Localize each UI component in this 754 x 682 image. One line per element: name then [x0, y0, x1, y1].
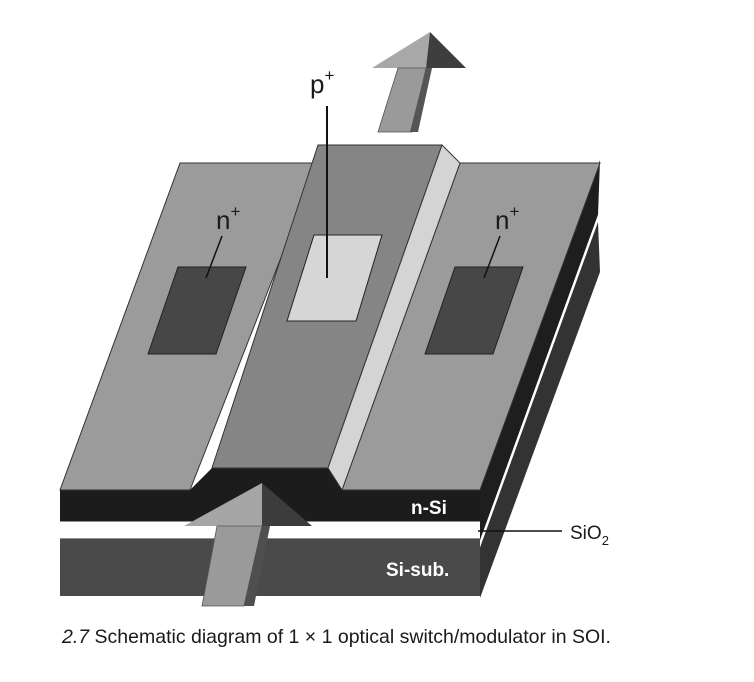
caption-text: Schematic diagram of 1 × 1 optical switc…	[94, 626, 611, 648]
n-contact-pad-right	[424, 266, 524, 355]
si-substrate-layer	[60, 539, 480, 596]
right-side-face	[478, 160, 600, 598]
n-si-label: n-Si	[411, 498, 447, 519]
leader-lines	[205, 106, 562, 532]
p-contact-label: p+	[310, 66, 334, 99]
si-sub-label: Si-sub.	[386, 560, 449, 581]
n-contact-left-label: n+	[216, 202, 240, 235]
n-contact-pad-left	[147, 266, 247, 355]
output-arrow-icon	[372, 32, 466, 133]
sio2-label: SiO2	[570, 523, 609, 548]
figure-number: 2.7	[62, 626, 90, 648]
p-contact-pad	[286, 234, 383, 322]
input-arrow-icon	[184, 483, 312, 607]
n-contact-right-label: n+	[495, 202, 519, 235]
figure-caption: 2.7 Schematic diagram of 1 × 1 optical s…	[62, 626, 742, 649]
